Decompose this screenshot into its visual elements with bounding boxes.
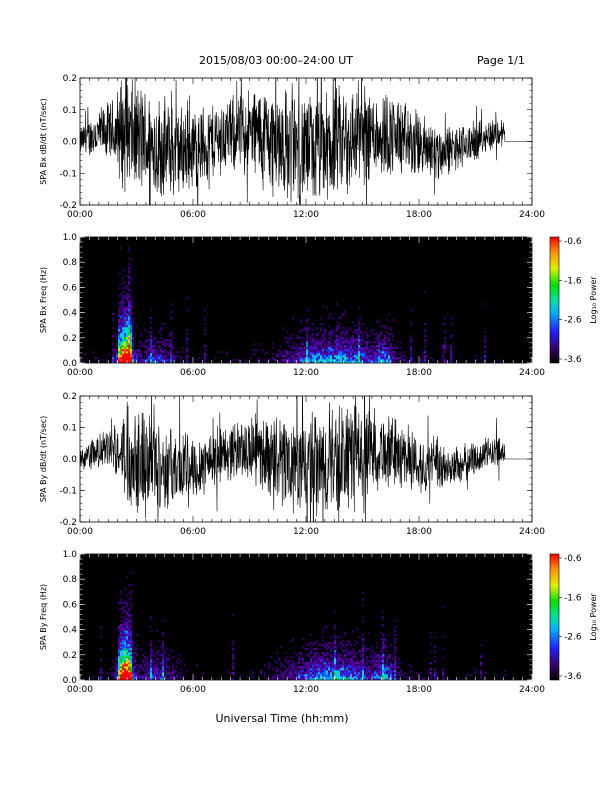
x-tick-label: 12:00	[293, 527, 319, 537]
x-tick-label: 18:00	[406, 685, 432, 695]
y-tick-label: 0.0	[63, 359, 78, 369]
y-tick-label: 0.0	[63, 676, 78, 686]
spectrogram-cells	[88, 572, 507, 680]
x-tick-label: 18:00	[406, 368, 432, 378]
y-tick-label: 0.8	[63, 575, 78, 585]
y-tick-label: 0.0	[63, 138, 78, 148]
waveform-trace	[80, 78, 532, 205]
x-tick-label: 00:00	[67, 527, 93, 537]
colorbar-tick-label: -0.6	[564, 237, 582, 247]
x-tick-label: 12:00	[293, 210, 319, 220]
y-tick-label: 1.0	[63, 233, 78, 243]
y-tick-label: 0.6	[63, 600, 78, 610]
x-tick-label: 18:00	[406, 210, 432, 220]
x-tick-label: 00:00	[67, 685, 93, 695]
y-tick-label: 0.1	[63, 106, 77, 116]
y-tick-label: -0.2	[59, 201, 77, 211]
y-tick-label: 0.4	[63, 626, 78, 636]
x-tick-label: 18:00	[406, 527, 432, 537]
colorbar-label: Log₁₀ Power	[589, 276, 598, 324]
y-axis-label: SPA Bx Freq (Hz)	[39, 267, 48, 333]
y-tick-label: 0.2	[63, 334, 77, 344]
colorbar-tick-label: -3.6	[564, 672, 582, 682]
bx-waveform-panel: 00:00 06:00 12:00 18:00 24:00 0.2 0.1 0.0 -0.1 -0…	[39, 74, 545, 220]
y-tick-label: 0.0	[63, 455, 78, 465]
spectrogram-background	[80, 554, 532, 680]
x-tick-label: 12:00	[293, 368, 319, 378]
y-tick-label: 1.0	[63, 550, 78, 560]
x-tick-label: 24:00	[519, 368, 545, 378]
y-axis-label: SPA By Freq (Hz)	[39, 584, 48, 650]
y-axis-label: SPA By dB/dt (nT/sec)	[39, 416, 48, 503]
colorbar-tick-label: -1.6	[564, 593, 582, 603]
by-spectrogram-panel: -0.6 -1.6 -2.6 -3.6 Log₁₀ Power 00:00 06:00 12:…	[39, 550, 598, 695]
y-tick-label: 0.2	[63, 74, 77, 84]
colorbar-tick-label: -3.6	[564, 355, 582, 365]
colorbar-tick-label: -0.6	[564, 554, 582, 564]
bx-spectrogram-panel: -0.6 -1.6 -2.6 -3.6 Log₁₀ Power 00:00 06:00 12:…	[39, 233, 598, 378]
y-tick-label: 0.1	[63, 424, 77, 434]
x-tick-label: 00:00	[67, 368, 93, 378]
colorbar-tick-label: -2.6	[564, 316, 582, 326]
x-axis-title: Universal Time (hh:mm)	[216, 712, 349, 725]
y-tick-label: -0.1	[59, 487, 77, 497]
x-tick-label: 00:00	[67, 210, 93, 220]
x-tick-label: 24:00	[519, 685, 545, 695]
x-tick-label: 06:00	[180, 527, 206, 537]
page-title: 2015/08/03 00:00–24:00 UT	[199, 54, 353, 67]
y-tick-label: 0.6	[63, 283, 78, 293]
x-tick-label: 24:00	[519, 210, 545, 220]
y-tick-label: -0.2	[59, 518, 77, 528]
colorbar	[549, 236, 560, 364]
waveform-trace	[80, 396, 532, 522]
y-tick-label: 0.2	[63, 651, 77, 661]
by-waveform-panel: 00:00 06:00 12:00 18:00 24:00 0.2 0.1 0.0 -0.1 -0…	[39, 392, 545, 537]
page-number: Page 1/1	[477, 54, 525, 67]
colorbar-tick-label: -2.6	[564, 633, 582, 643]
colorbar-label: Log₁₀ Power	[589, 593, 598, 641]
x-tick-label: 12:00	[293, 685, 319, 695]
spectrogram-cells	[82, 247, 503, 363]
y-axis-label: SPA Bx dB/dt (nT/sec)	[39, 98, 48, 185]
x-tick-label: 24:00	[519, 527, 545, 537]
colorbar-tick-label: -1.6	[564, 276, 582, 286]
x-tick-label: 06:00	[180, 685, 206, 695]
y-tick-label: 0.8	[63, 258, 78, 268]
x-tick-label: 06:00	[180, 210, 206, 220]
x-tick-label: 06:00	[180, 368, 206, 378]
colorbar	[549, 553, 560, 681]
y-tick-label: 0.4	[63, 309, 78, 319]
y-tick-label: 0.2	[63, 392, 77, 402]
y-tick-label: -0.1	[59, 169, 77, 179]
